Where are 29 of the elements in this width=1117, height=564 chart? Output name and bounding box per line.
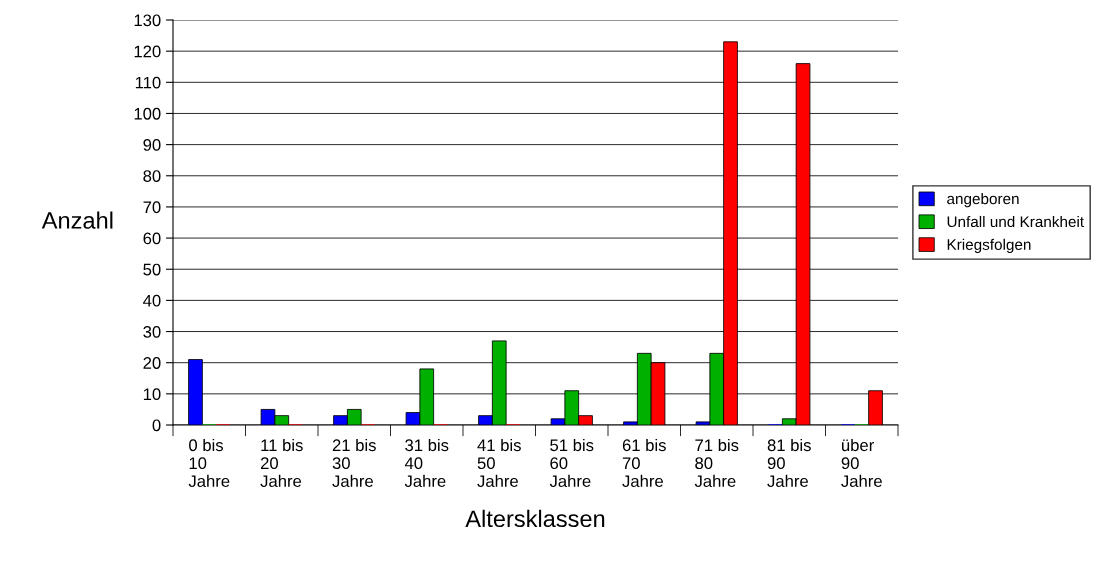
y-axis-title: Anzahl <box>41 211 113 229</box>
y-tick-label: 110 <box>135 76 161 89</box>
legend-label: Kriegsfolgen <box>947 238 1031 253</box>
y-tick-label: 50 <box>143 263 161 276</box>
x-tick-label: 51 bis 60 Jahre <box>549 438 594 488</box>
y-tick-label: 30 <box>143 325 161 338</box>
y-tick-label: 10 <box>143 388 161 401</box>
y-tick-label: 70 <box>143 201 161 214</box>
legend-label: Unfall und Krankheit <box>947 215 1084 228</box>
y-tick-label: 100 <box>134 107 161 120</box>
x-tick-label: 11 bis 20 Jahre <box>260 438 303 488</box>
legend-label: angeboren <box>947 193 1019 208</box>
x-tick-label: 41 bis 50 Jahre <box>477 438 521 488</box>
x-tick-label: 71 bis 80 Jahre <box>694 438 739 488</box>
x-tick-label: 0 bis 10 Jahre <box>188 438 230 488</box>
y-tick-label: 0 <box>152 419 161 432</box>
x-tick-label: 31 bis 40 Jahre <box>404 438 449 488</box>
x-tick-label: 21 bis 30 Jahre <box>332 438 376 488</box>
y-tick-label: 60 <box>143 232 161 245</box>
y-tick-label: 90 <box>143 139 161 151</box>
x-tick-label: 81 bis 90 Jahre <box>767 438 811 488</box>
y-tick-label: 40 <box>143 294 161 307</box>
y-tick-label: 130 <box>134 14 161 27</box>
x-axis-title: Altersklassen <box>465 509 605 528</box>
y-tick-label: 120 <box>134 45 161 58</box>
y-tick-label: 20 <box>143 357 161 369</box>
x-tick-label: über 90 Jahre <box>841 438 882 488</box>
y-tick-label: 80 <box>143 170 161 182</box>
x-tick-label: 61 bis 70 Jahre <box>622 438 666 488</box>
